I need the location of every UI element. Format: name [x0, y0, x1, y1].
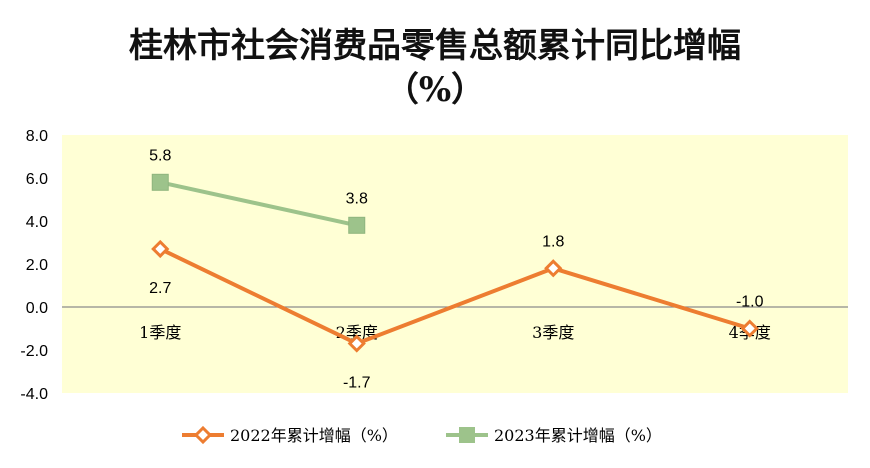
legend-label: 2022年累计增幅（%） [230, 426, 398, 445]
x-tick-label: 3季度 [532, 323, 574, 342]
data-point-marker [348, 216, 366, 234]
y-tick-label: -4.0 [20, 386, 48, 403]
data-label: -1.7 [343, 375, 371, 392]
y-tick-label: -2.0 [20, 343, 48, 360]
chart-title: 桂林市社会消费品零售总额累计同比增幅 [129, 26, 741, 66]
data-point-marker [740, 319, 759, 338]
legend-label: 2023年累计增幅（%） [494, 426, 662, 445]
y-tick-label: 4.0 [26, 214, 48, 231]
y-tick-label: 6.0 [26, 171, 48, 188]
y-tick-label: 0.0 [26, 300, 48, 317]
series-line-1 [159, 247, 751, 346]
data-point-marker [151, 173, 169, 191]
data-label: 5.8 [149, 147, 171, 164]
plot-area [62, 135, 848, 393]
series-line-2 [159, 180, 358, 228]
data-label: 1.8 [542, 233, 564, 250]
x-tick-label: 1季度 [139, 323, 181, 342]
data-point-marker [151, 239, 170, 259]
legend-marker-diamond-icon [193, 425, 213, 445]
data-point-marker [347, 334, 366, 353]
chart-subtitle: （%） [384, 70, 486, 110]
data-label: 3.8 [346, 190, 368, 207]
legend-marker-square-icon [459, 427, 475, 443]
data-point-marker [544, 259, 563, 278]
y-tick-label: 8.0 [26, 128, 48, 145]
data-label: 2.7 [149, 280, 171, 297]
data-label: -1.0 [736, 294, 764, 311]
y-tick-label: 2.0 [26, 257, 48, 274]
